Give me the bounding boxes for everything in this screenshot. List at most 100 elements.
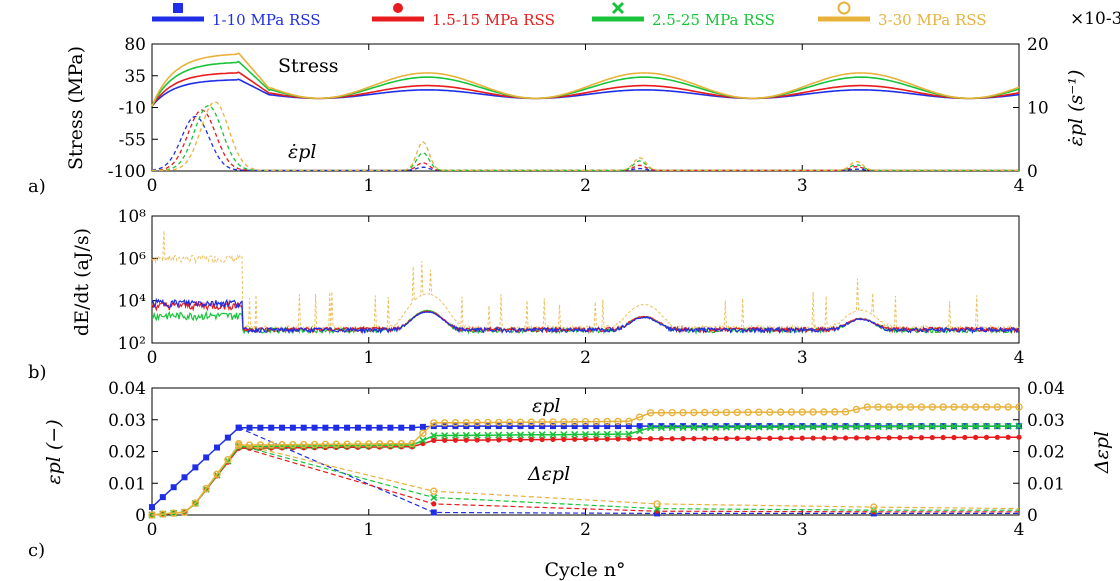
data-point bbox=[787, 408, 796, 416]
data-point bbox=[246, 424, 253, 431]
annotation-stress: Stress bbox=[278, 55, 338, 77]
data-point bbox=[516, 431, 525, 439]
data-point bbox=[647, 436, 654, 442]
data-point bbox=[517, 423, 524, 430]
y-tick-label: -100 bbox=[108, 162, 146, 182]
annotation-eps-pl: εpl bbox=[532, 395, 560, 417]
data-point bbox=[668, 424, 676, 432]
data-point bbox=[734, 435, 740, 441]
data-point bbox=[636, 427, 644, 435]
data-point bbox=[505, 418, 514, 427]
data-point bbox=[810, 435, 816, 441]
x-tick-label: 3 bbox=[797, 176, 808, 196]
data-point bbox=[940, 434, 946, 441]
data-point bbox=[463, 437, 469, 443]
data-point bbox=[886, 435, 892, 441]
data-point bbox=[593, 436, 599, 442]
data-point bbox=[843, 435, 849, 441]
data-point bbox=[896, 423, 904, 431]
data-point bbox=[180, 508, 189, 516]
data-point bbox=[268, 424, 275, 431]
data-point bbox=[1005, 434, 1011, 440]
energy-rate-series-line bbox=[151, 297, 1020, 335]
data-point bbox=[701, 423, 708, 430]
data-point bbox=[592, 430, 600, 438]
data-point bbox=[571, 423, 578, 430]
legend-entry: 2.5-25 MPa RSS bbox=[592, 1, 775, 29]
x-tick-label: 2 bbox=[580, 176, 591, 196]
data-point bbox=[451, 419, 460, 427]
x-tick-label: 0 bbox=[147, 520, 158, 540]
data-point bbox=[831, 408, 839, 416]
data-point bbox=[711, 423, 720, 431]
data-point bbox=[885, 403, 893, 411]
data-point bbox=[701, 408, 709, 417]
data-point bbox=[310, 440, 319, 449]
panel-a-right-multiplier: ×10-3 bbox=[1070, 9, 1120, 29]
legend-entry: 1-10 MPa RSS bbox=[152, 3, 321, 29]
data-point bbox=[994, 434, 1000, 440]
data-point bbox=[874, 423, 882, 431]
data-point bbox=[538, 431, 546, 439]
data-point bbox=[756, 435, 762, 441]
legend-label: 1.5-15 MPa RSS bbox=[432, 11, 555, 29]
y-tick-label: 10⁸ bbox=[118, 207, 147, 227]
data-point bbox=[870, 503, 878, 511]
stress-series-line bbox=[151, 52, 1020, 107]
data-point bbox=[451, 431, 460, 440]
data-point bbox=[441, 431, 449, 440]
data-point bbox=[289, 440, 297, 449]
data-point bbox=[691, 435, 697, 442]
data-point bbox=[581, 417, 590, 426]
data-point bbox=[365, 424, 372, 431]
data-point bbox=[235, 424, 242, 431]
data-point bbox=[863, 403, 871, 411]
data-point bbox=[701, 423, 709, 432]
data-point bbox=[722, 408, 731, 417]
x-tick-label: 4 bbox=[1014, 348, 1025, 368]
data-point bbox=[917, 422, 926, 431]
data-point bbox=[517, 437, 524, 443]
data-point bbox=[635, 413, 644, 421]
data-point bbox=[408, 439, 416, 448]
data-point bbox=[560, 423, 567, 430]
data-point bbox=[908, 435, 914, 441]
data-point bbox=[842, 423, 850, 431]
data-point bbox=[625, 417, 633, 426]
data-point bbox=[431, 501, 437, 507]
data-point bbox=[809, 408, 817, 416]
data-point bbox=[279, 424, 286, 431]
data-point bbox=[550, 436, 556, 443]
data-point bbox=[604, 436, 610, 442]
data-point bbox=[431, 437, 437, 443]
x-tick-label: 2 bbox=[580, 348, 591, 368]
data-point bbox=[690, 408, 698, 417]
strain-rate-series-line bbox=[151, 109, 1019, 172]
data-point bbox=[722, 423, 730, 431]
data-point bbox=[506, 423, 513, 430]
data-point bbox=[376, 424, 383, 431]
data-point bbox=[657, 409, 666, 417]
data-point bbox=[841, 408, 850, 416]
strain-rate-series-line bbox=[152, 101, 1019, 172]
stress-series-line bbox=[151, 71, 1020, 107]
data-point bbox=[712, 423, 719, 430]
data-point bbox=[874, 403, 882, 411]
data-point bbox=[430, 487, 438, 495]
delta-eps-series-line bbox=[238, 443, 1020, 510]
data-point bbox=[896, 403, 904, 411]
data-point bbox=[614, 430, 622, 438]
data-point bbox=[224, 455, 232, 464]
data-point bbox=[734, 423, 741, 430]
data-point bbox=[917, 403, 926, 411]
data-point bbox=[799, 435, 805, 441]
data-point bbox=[159, 494, 166, 501]
data-point bbox=[148, 511, 156, 519]
x-tick-label: 1 bbox=[363, 348, 374, 368]
x-tick-label: 2 bbox=[580, 520, 591, 540]
legend-entry: 3-30 MPa RSS bbox=[818, 1, 987, 29]
y-tick-label: 10⁴ bbox=[118, 292, 147, 312]
data-point bbox=[962, 434, 968, 441]
data-point bbox=[680, 423, 687, 430]
data-point bbox=[538, 418, 546, 426]
